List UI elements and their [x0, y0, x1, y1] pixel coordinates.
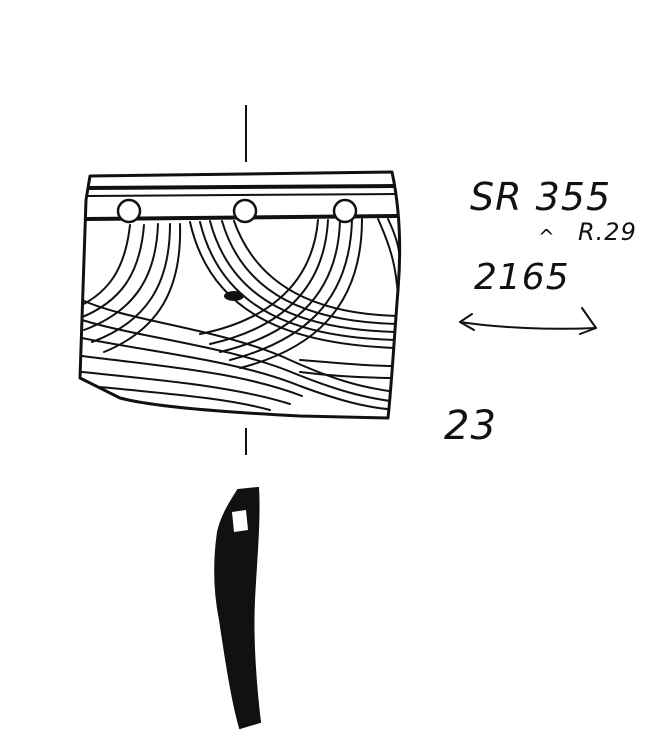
dark-spot: [224, 291, 244, 301]
catalogue-number-label: 23: [444, 403, 497, 449]
sherd-exterior-view: [78, 170, 402, 420]
festoon-arcs-right: [199, 218, 400, 369]
caret-mark: ^: [538, 225, 556, 249]
sherd-profile-section: [214, 486, 262, 730]
room-reference-label: R.29: [578, 218, 637, 246]
site-code-label: SR 355: [470, 175, 612, 219]
festoon-arcs-left: [80, 223, 182, 353]
sherd-outline: [78, 170, 402, 420]
rim-bosses: [116, 198, 358, 224]
lower-bands: [81, 299, 399, 411]
festoon-arcs-middle: [189, 220, 399, 349]
context-number-label: 2165: [474, 257, 570, 298]
underline-arrow: [459, 307, 597, 335]
